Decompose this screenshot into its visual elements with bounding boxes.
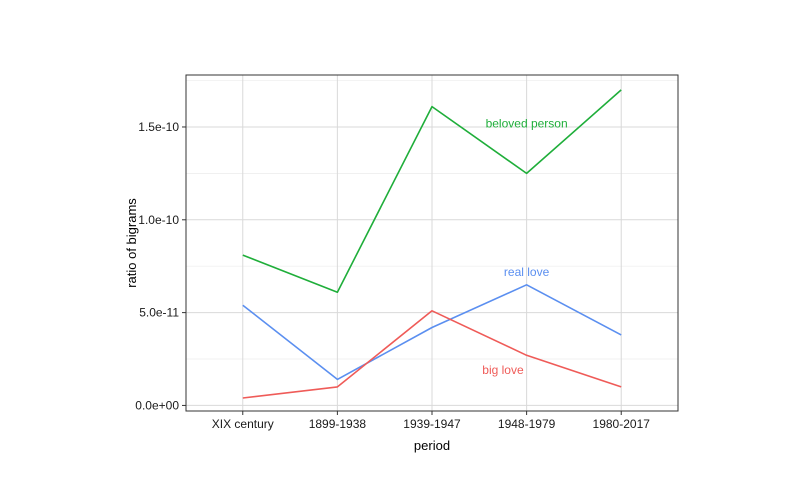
x-tick-label: 1899-1938 (309, 417, 367, 431)
series-line-beloved-person (242, 89, 622, 294)
x-axis-title: period (414, 438, 450, 453)
x-tick-label: 1980-2017 (593, 417, 651, 431)
series-line-real-love (242, 283, 622, 381)
y-axis-title: ratio of bigrams (124, 198, 139, 288)
y-tick-label: 1.5e-10 (138, 120, 179, 134)
y-tick-label: 5.0e-11 (139, 306, 179, 320)
series-label: big love (482, 363, 524, 377)
series-line-big-love (242, 309, 622, 399)
series-label: real love (504, 265, 550, 279)
series-lines (242, 89, 622, 399)
x-tick-label: 1939-1947 (403, 417, 461, 431)
axes: 0.0e+00 5.0e-11 1.0e-10 1.5e-10 XIX century 1… (135, 120, 650, 431)
series-labels: beloved person real love big love (482, 116, 567, 377)
y-tick-label: 0.0e+00 (135, 398, 179, 412)
series-label: beloved person (486, 116, 568, 130)
grid (186, 75, 678, 411)
y-tick-label: 1.0e-10 (138, 213, 179, 227)
x-tick-label: 1948-1979 (498, 417, 556, 431)
x-tick-label: XIX century (212, 417, 274, 431)
